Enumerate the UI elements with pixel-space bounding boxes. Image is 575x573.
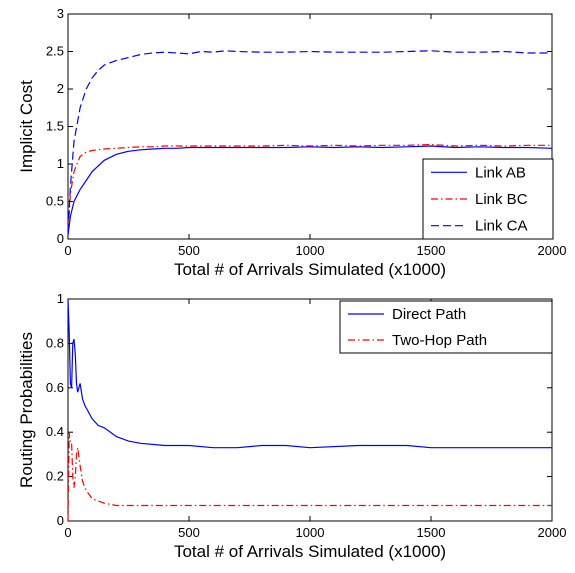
x-tick-label: 500 <box>178 243 200 258</box>
x-tick-label: 500 <box>178 525 200 540</box>
x-tick-label: 1000 <box>296 243 325 258</box>
x-tick-label: 0 <box>64 243 71 258</box>
y-tick-label: 2.5 <box>46 44 64 59</box>
series-line-1 <box>67 145 553 236</box>
series-line-2 <box>67 432 552 522</box>
implicit-cost-chart: 0 500 1000 1500 2000 0 0.5 1 1.5 2 2.5 3 Total # of … <box>17 6 566 279</box>
y-tick-label: 1 <box>57 291 64 306</box>
legend-label-2: Two-Hop Path <box>392 332 487 349</box>
y-tick-label: 0.8 <box>46 335 64 350</box>
y-tick-label: 0 <box>57 513 64 528</box>
legend-label-2: Link BC <box>475 191 528 208</box>
x-tick-label: 2000 <box>538 243 567 258</box>
series-line-3 <box>67 50 552 232</box>
x-tick-label: 0 <box>64 525 71 540</box>
y-tick-label: 0.2 <box>46 469 64 484</box>
x-tick-label: 2000 <box>538 525 567 540</box>
legend: Direct Path Two-Hop Path <box>339 300 553 354</box>
legend-label-3: Link CA <box>475 218 528 235</box>
y-tick-label: 1 <box>57 156 64 171</box>
y-tick-label: 0.6 <box>46 380 64 395</box>
x-axis-label: Total # of Arrivals Simulated (x1000) <box>174 542 446 561</box>
x-axis-label: Total # of Arrivals Simulated (x1000) <box>174 260 446 279</box>
x-tick-label: 1500 <box>417 525 446 540</box>
routing-probabilities-chart: 0 500 1000 1500 2000 0 0.2 0.4 0.6 0.8 1 Total # of… <box>17 291 566 561</box>
legend-box <box>339 300 553 354</box>
legend-label-1: Link AB <box>475 164 526 181</box>
y-tick-label: 0.4 <box>46 424 64 439</box>
series-line-1 <box>67 298 552 449</box>
series-line-2 <box>67 143 552 232</box>
x-tick-label: 1500 <box>417 243 446 258</box>
y-axis-label: Routing Probabilities <box>17 332 36 488</box>
y-tick-label: 3 <box>57 6 64 21</box>
y-tick-label: 2 <box>57 81 64 96</box>
y-tick-label: 0.5 <box>46 194 64 209</box>
x-tick-label: 1000 <box>296 525 325 540</box>
y-axis-label: Implicit Cost <box>17 80 36 173</box>
legend: Link AB Link BC Link CA <box>422 158 554 240</box>
y-tick-label: 1.5 <box>46 119 64 134</box>
legend-label-1: Direct Path <box>392 306 466 323</box>
y-tick-label: 0 <box>57 231 64 246</box>
